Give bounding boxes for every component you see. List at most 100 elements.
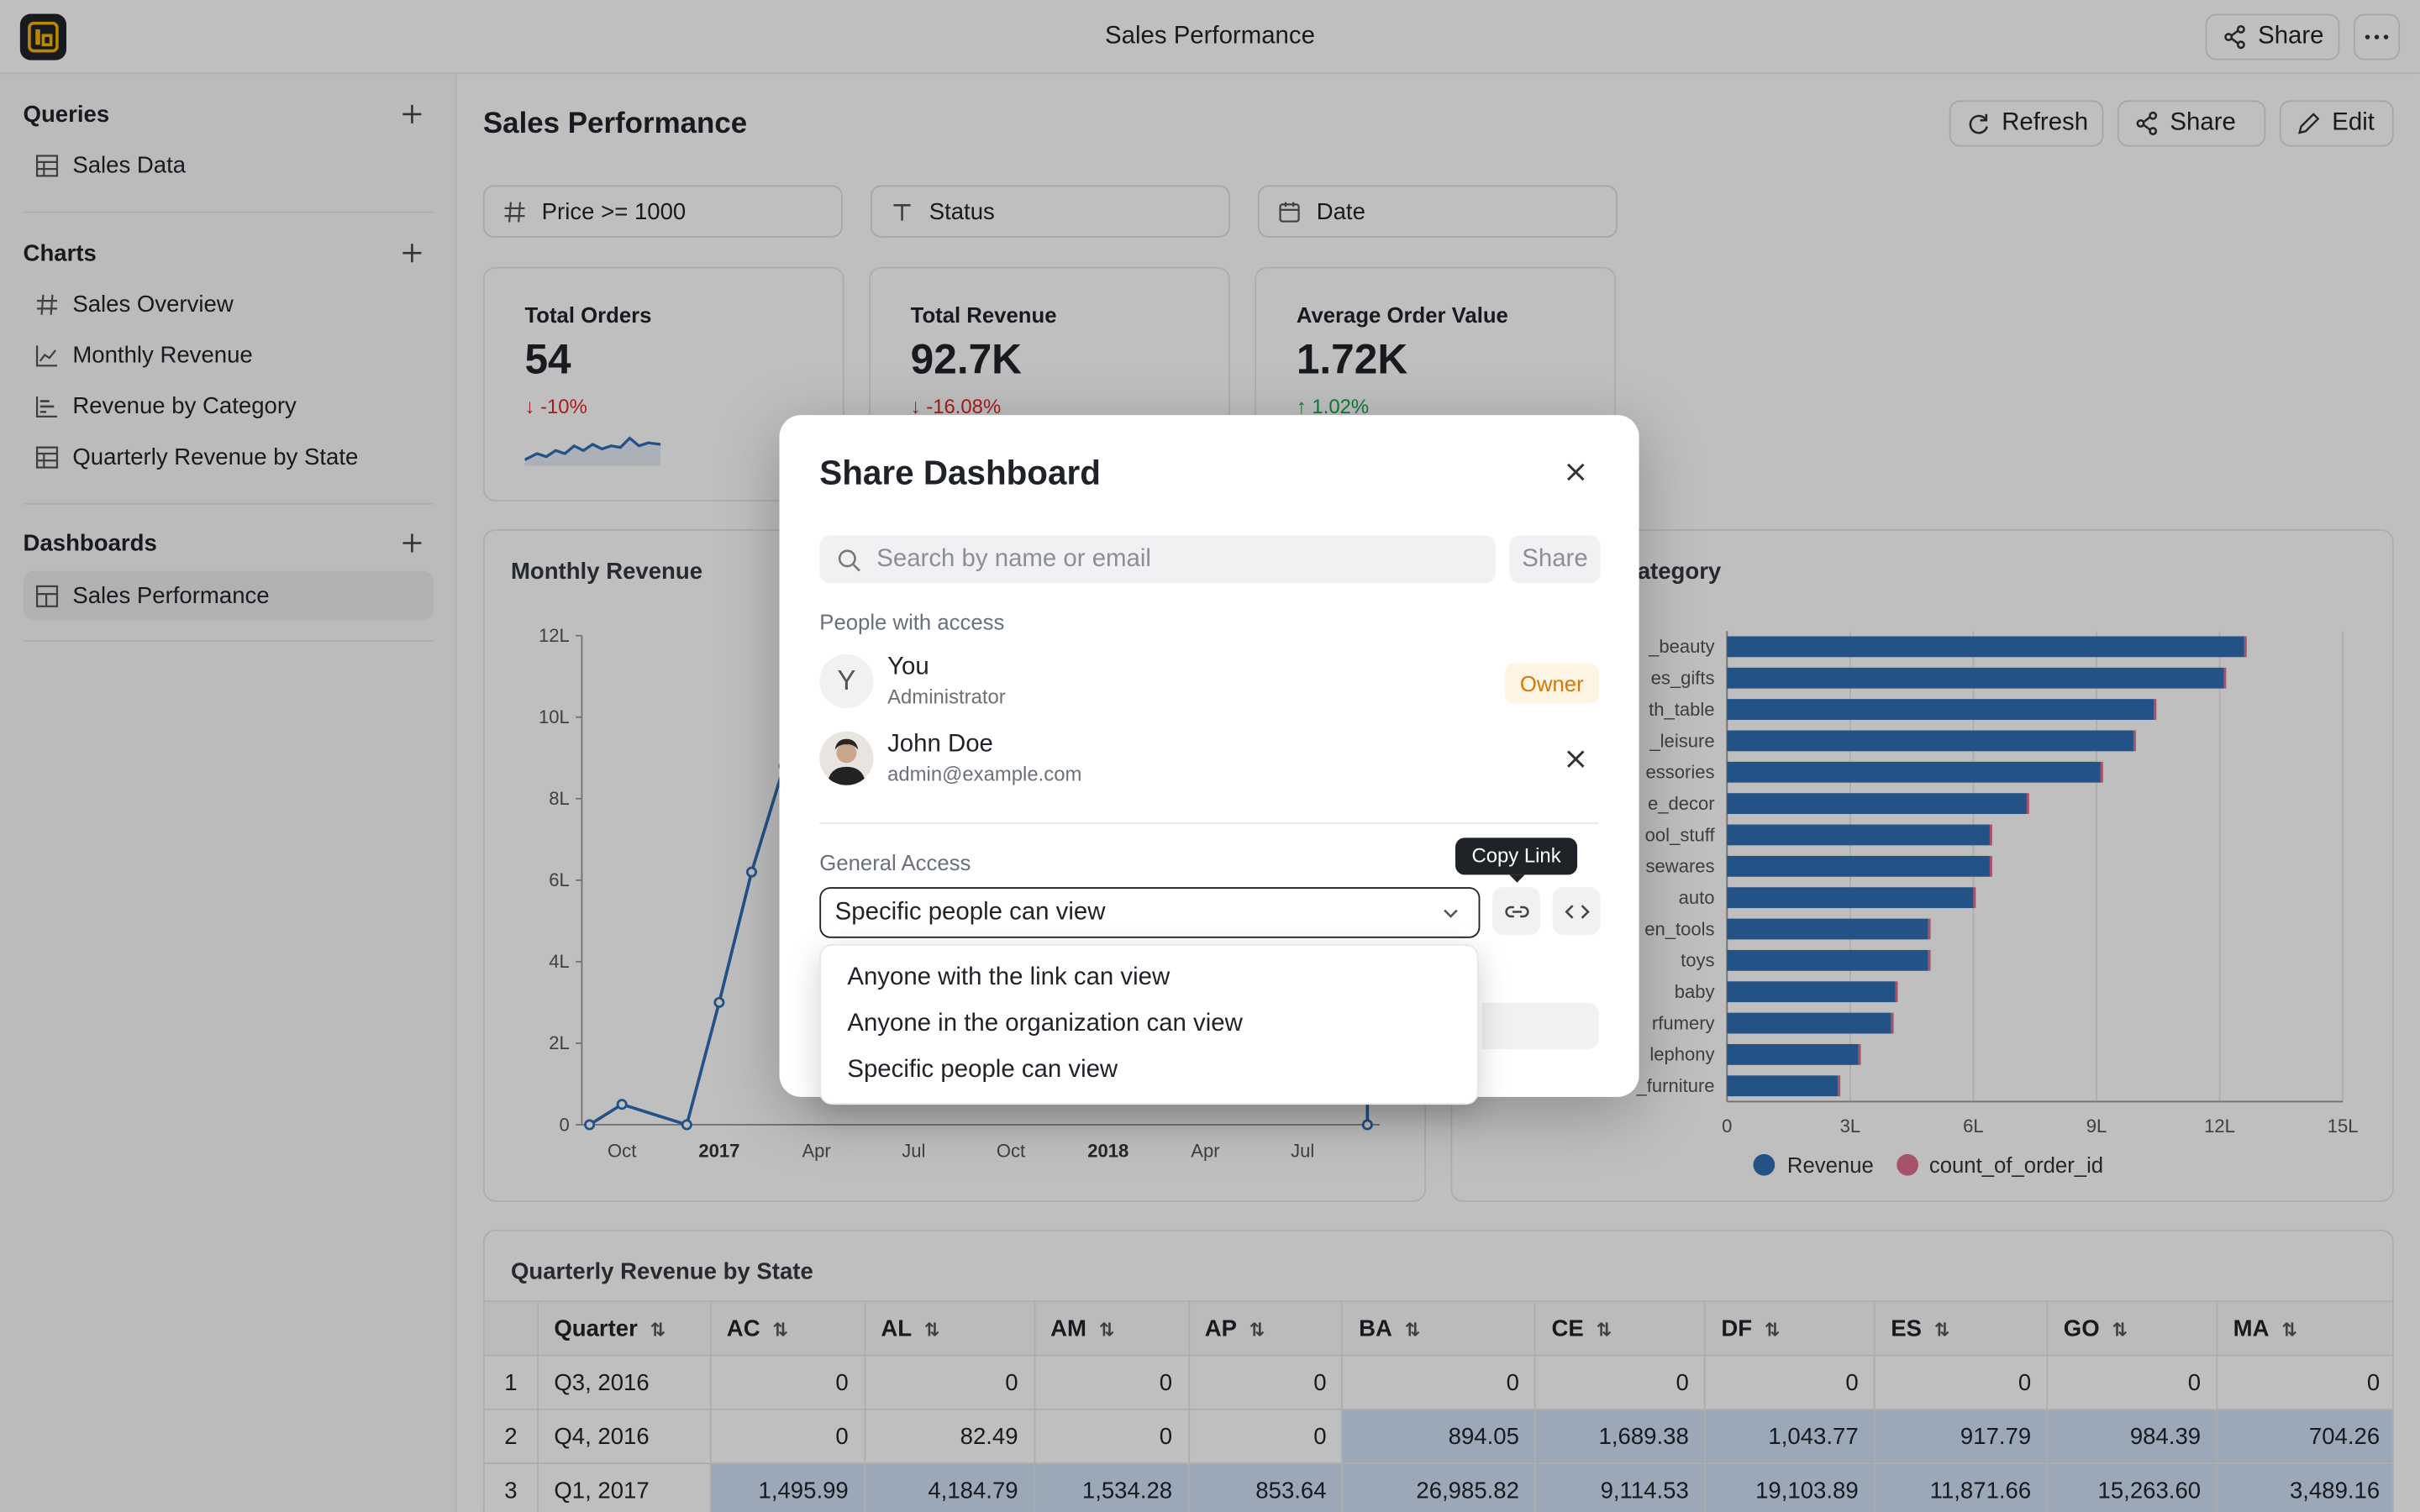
- close-icon[interactable]: [1562, 458, 1590, 486]
- category-label: baby: [1675, 981, 1715, 1002]
- sort-icon[interactable]: ⇅: [772, 1318, 788, 1341]
- count-bar[interactable]: [2026, 793, 2029, 815]
- filter-date[interactable]: Date: [1257, 185, 1618, 238]
- app-logo[interactable]: [19, 13, 66, 60]
- sidebar-item-quarterly-revenue[interactable]: Quarterly Revenue by State: [24, 432, 434, 481]
- revenue-bar[interactable]: [1727, 887, 1974, 909]
- revenue-bar[interactable]: [1727, 761, 2101, 783]
- filter-price[interactable]: Price >= 1000: [482, 185, 843, 238]
- legend-label[interactable]: Revenue: [1787, 1154, 1874, 1178]
- count-bar[interactable]: [1838, 1075, 1841, 1097]
- revenue-bar[interactable]: [1727, 855, 1990, 877]
- revenue-bar[interactable]: [1727, 918, 1928, 940]
- count-bar[interactable]: [1989, 824, 1992, 846]
- count-bar[interactable]: [2244, 636, 2247, 658]
- filter-label: Status: [929, 198, 995, 225]
- count-bar[interactable]: [1858, 1043, 1861, 1065]
- column-header[interactable]: AP ⇅: [1187, 1300, 1344, 1357]
- search-input[interactable]: [876, 545, 1464, 574]
- data-point[interactable]: [745, 866, 757, 878]
- column-header[interactable]: CE ⇅: [1534, 1300, 1706, 1357]
- dashboard-share-button[interactable]: Share: [2117, 100, 2266, 147]
- column-header[interactable]: MA ⇅: [2216, 1300, 2392, 1357]
- count-bar[interactable]: [1928, 949, 1931, 971]
- category-label: essories: [1646, 762, 1715, 783]
- count-bar[interactable]: [2133, 730, 2136, 752]
- value-cell: 0: [709, 1354, 865, 1410]
- filter-status[interactable]: Status: [870, 185, 1230, 238]
- sort-icon[interactable]: ⇅: [1933, 1318, 1950, 1341]
- legend-swatch-count: [1897, 1153, 1919, 1176]
- remove-person-icon[interactable]: [1564, 747, 1588, 771]
- sort-icon[interactable]: ⇅: [650, 1318, 666, 1341]
- count-bar[interactable]: [1973, 887, 1976, 909]
- sidebar-item-revenue-by-category[interactable]: Revenue by Category: [24, 381, 434, 431]
- column-header[interactable]: AM ⇅: [1033, 1300, 1190, 1357]
- count-bar[interactable]: [2154, 699, 2157, 720]
- kpi-delta: ↓ -16.08%: [910, 395, 1002, 418]
- count-bar[interactable]: [1891, 1012, 1894, 1034]
- add-query-icon[interactable]: [400, 102, 424, 126]
- revenue-bar[interactable]: [1727, 824, 1990, 846]
- sort-icon[interactable]: ⇅: [1249, 1318, 1265, 1341]
- category-label: auto: [1679, 887, 1715, 908]
- sidebar-item-sales-data[interactable]: Sales Data: [24, 140, 434, 190]
- option-specific-people[interactable]: Specific people can view: [847, 1057, 1118, 1084]
- sort-icon[interactable]: ⇅: [1404, 1318, 1421, 1341]
- sort-icon[interactable]: ⇅: [2112, 1318, 2128, 1341]
- data-point[interactable]: [713, 996, 725, 1008]
- revenue-bar[interactable]: [1727, 981, 1896, 1003]
- count-bar[interactable]: [1928, 918, 1931, 940]
- edit-label: Edit: [2332, 109, 2375, 136]
- revenue-bar[interactable]: [1727, 636, 2244, 658]
- count-bar[interactable]: [2223, 667, 2227, 689]
- revenue-bar[interactable]: [1727, 1075, 1839, 1097]
- legend-label[interactable]: count_of_order_id: [1929, 1154, 2103, 1178]
- top-share-button[interactable]: Share: [2205, 13, 2340, 60]
- person-row-you: Y You Administrator Owner: [819, 654, 1599, 713]
- data-point[interactable]: [584, 1119, 596, 1131]
- edit-button[interactable]: Edit: [2279, 100, 2394, 147]
- sort-icon[interactable]: ⇅: [1764, 1318, 1781, 1341]
- revenue-bar[interactable]: [1727, 667, 2224, 689]
- invite-share-button[interactable]: Share: [1509, 535, 1601, 584]
- data-point[interactable]: [616, 1099, 628, 1110]
- revenue-bar[interactable]: [1727, 949, 1928, 971]
- count-bar[interactable]: [2100, 761, 2103, 783]
- copy-link-button[interactable]: [1492, 887, 1541, 936]
- column-header[interactable]: GO ⇅: [2046, 1300, 2218, 1357]
- embed-code-button[interactable]: [1552, 887, 1601, 936]
- column-header[interactable]: AC ⇅: [709, 1300, 865, 1357]
- y-tick-label: 6L: [549, 869, 570, 890]
- kpi-value: 54: [524, 336, 571, 383]
- add-chart-icon[interactable]: [400, 241, 424, 265]
- column-header[interactable]: DF ⇅: [1704, 1300, 1876, 1357]
- data-point[interactable]: [1361, 1119, 1373, 1131]
- column-header[interactable]: Quarter ⇅: [537, 1300, 712, 1357]
- more-button[interactable]: [2353, 13, 2401, 60]
- index-header: [484, 1300, 539, 1357]
- sidebar-item-monthly-revenue[interactable]: Monthly Revenue: [24, 330, 434, 380]
- count-bar[interactable]: [1895, 981, 1898, 1003]
- sidebar-item-sales-overview[interactable]: Sales Overview: [24, 279, 434, 328]
- add-dashboard-icon[interactable]: [400, 531, 424, 555]
- column-header[interactable]: ES ⇅: [1874, 1300, 2049, 1357]
- sidebar-item-sales-performance[interactable]: Sales Performance: [23, 570, 434, 621]
- refresh-button[interactable]: Refresh: [1949, 100, 2104, 147]
- app-title: Sales Performance: [1105, 23, 1315, 50]
- sort-icon[interactable]: ⇅: [1596, 1318, 1612, 1341]
- revenue-bar[interactable]: [1727, 1043, 1859, 1065]
- data-point[interactable]: [681, 1119, 692, 1131]
- option-anyone-with-link[interactable]: Anyone with the link can view: [847, 963, 1171, 991]
- sort-icon[interactable]: ⇅: [923, 1318, 940, 1341]
- sort-icon[interactable]: ⇅: [1098, 1318, 1115, 1341]
- revenue-bar[interactable]: [1727, 730, 2133, 752]
- general-access-select[interactable]: Specific people can view: [819, 887, 1481, 938]
- count-bar[interactable]: [1989, 855, 1992, 877]
- revenue-bar[interactable]: [1727, 793, 2027, 815]
- revenue-bar[interactable]: [1727, 1012, 1891, 1034]
- revenue-bar[interactable]: [1727, 699, 2154, 720]
- sort-icon[interactable]: ⇅: [2281, 1318, 2297, 1341]
- value-cell: 1,534.28: [1033, 1462, 1190, 1512]
- option-anyone-in-organization[interactable]: Anyone in the organization can view: [847, 1011, 1243, 1037]
